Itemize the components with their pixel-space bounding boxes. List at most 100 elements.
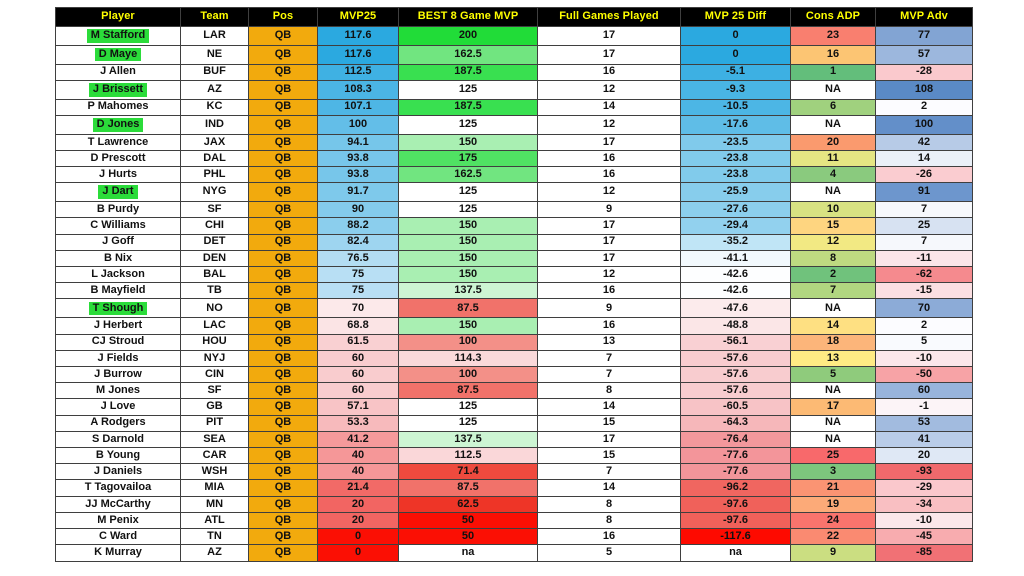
cell-mvp25[interactable]: 0 (317, 544, 399, 562)
cell-team[interactable]: AZ (180, 544, 249, 562)
cell-pos[interactable]: QB (248, 182, 318, 203)
cell-mvp-adv[interactable]: 42 (875, 133, 973, 151)
cell-best-8-game-mvp[interactable]: 137.5 (398, 282, 538, 300)
cell-pos[interactable]: QB (248, 114, 318, 135)
cell-mvp25[interactable]: 108.3 (317, 79, 399, 100)
cell-best-8-game-mvp[interactable]: 125 (398, 114, 538, 135)
cell-best-8-game-mvp[interactable]: 50 (398, 511, 538, 530)
cell-mvp-25-diff[interactable]: -48.8 (680, 317, 791, 335)
cell-team[interactable]: PIT (180, 414, 249, 432)
cell-full-games-played[interactable]: 14 (537, 398, 681, 416)
cell-player[interactable]: D Jones (55, 114, 181, 135)
cell-mvp-25-diff[interactable]: 0 (680, 44, 791, 65)
cell-mvp25[interactable]: 76.5 (317, 249, 399, 268)
cell-team[interactable]: MIA (180, 479, 249, 497)
cell-best-8-game-mvp[interactable]: na (398, 544, 538, 562)
cell-player[interactable]: B Mayfield (55, 282, 181, 300)
cell-full-games-played[interactable]: 16 (537, 528, 681, 546)
cell-pos[interactable]: QB (248, 365, 318, 384)
cell-pos[interactable]: QB (248, 98, 318, 116)
cell-full-games-played[interactable]: 16 (537, 317, 681, 335)
cell-mvp-25-diff[interactable]: -23.8 (680, 166, 791, 184)
cell-mvp25[interactable]: 107.1 (317, 98, 399, 116)
cell-team[interactable]: TN (180, 528, 249, 546)
cell-full-games-played[interactable]: 17 (537, 430, 681, 449)
cell-player[interactable]: M Jones (55, 382, 181, 400)
cell-player[interactable]: J Brissett (55, 79, 181, 100)
cell-mvp-adv[interactable]: -45 (875, 528, 973, 546)
cell-best-8-game-mvp[interactable]: 150 (398, 317, 538, 335)
cell-mvp25[interactable]: 60 (317, 382, 399, 400)
cell-mvp25[interactable]: 91.7 (317, 182, 399, 203)
cell-mvp-25-diff[interactable]: -97.6 (680, 511, 791, 530)
cell-cons-adp[interactable]: NA (790, 79, 876, 100)
cell-cons-adp[interactable]: 14 (790, 317, 876, 335)
cell-pos[interactable]: QB (248, 298, 318, 319)
cell-player[interactable]: J Burrow (55, 365, 181, 384)
cell-full-games-played[interactable]: 8 (537, 511, 681, 530)
cell-full-games-played[interactable]: 12 (537, 182, 681, 203)
cell-best-8-game-mvp[interactable]: 50 (398, 528, 538, 546)
cell-mvp-adv[interactable]: 100 (875, 114, 973, 135)
cell-team[interactable]: SEA (180, 430, 249, 449)
cell-team[interactable]: CIN (180, 365, 249, 384)
cell-cons-adp[interactable]: 10 (790, 201, 876, 219)
cell-cons-adp[interactable]: 8 (790, 249, 876, 268)
cell-mvp-25-diff[interactable]: 0 (680, 26, 791, 46)
cell-player[interactable]: J Allen (55, 63, 181, 81)
cell-mvp25[interactable]: 82.4 (317, 233, 399, 251)
cell-mvp-25-diff[interactable]: -77.6 (680, 447, 791, 465)
cell-team[interactable]: SF (180, 382, 249, 400)
cell-cons-adp[interactable]: 25 (790, 447, 876, 465)
column-header-full-games-played[interactable]: Full Games Played (537, 7, 681, 27)
cell-full-games-played[interactable]: 14 (537, 98, 681, 116)
cell-mvp25[interactable]: 100 (317, 114, 399, 135)
cell-player[interactable]: P Mahomes (55, 98, 181, 116)
cell-full-games-played[interactable]: 7 (537, 463, 681, 481)
cell-best-8-game-mvp[interactable]: 150 (398, 266, 538, 284)
cell-mvp-adv[interactable]: -29 (875, 479, 973, 497)
cell-best-8-game-mvp[interactable]: 150 (398, 249, 538, 268)
cell-mvp-adv[interactable]: -10 (875, 511, 973, 530)
cell-pos[interactable]: QB (248, 511, 318, 530)
cell-best-8-game-mvp[interactable]: 125 (398, 201, 538, 219)
cell-player[interactable]: T Tagovailoa (55, 479, 181, 497)
cell-player[interactable]: M Stafford (55, 26, 181, 46)
cell-pos[interactable]: QB (248, 233, 318, 251)
cell-best-8-game-mvp[interactable]: 150 (398, 217, 538, 235)
cell-best-8-game-mvp[interactable]: 125 (398, 79, 538, 100)
cell-best-8-game-mvp[interactable]: 87.5 (398, 479, 538, 497)
cell-mvp25[interactable]: 61.5 (317, 333, 399, 351)
cell-cons-adp[interactable]: 16 (790, 44, 876, 65)
cell-mvp25[interactable]: 53.3 (317, 414, 399, 432)
cell-team[interactable]: DET (180, 233, 249, 251)
cell-mvp25[interactable]: 60 (317, 349, 399, 367)
cell-best-8-game-mvp[interactable]: 114.3 (398, 349, 538, 367)
cell-mvp25[interactable]: 94.1 (317, 133, 399, 151)
cell-best-8-game-mvp[interactable]: 125 (398, 398, 538, 416)
column-header-mvp-adv[interactable]: MVP Adv (875, 7, 973, 27)
cell-pos[interactable]: QB (248, 544, 318, 562)
cell-full-games-played[interactable]: 16 (537, 149, 681, 168)
column-header-player[interactable]: Player (55, 7, 181, 27)
cell-mvp25[interactable]: 20 (317, 511, 399, 530)
cell-player[interactable]: L Jackson (55, 266, 181, 284)
cell-pos[interactable]: QB (248, 133, 318, 151)
cell-full-games-played[interactable]: 8 (537, 382, 681, 400)
cell-pos[interactable]: QB (248, 201, 318, 219)
cell-best-8-game-mvp[interactable]: 71.4 (398, 463, 538, 481)
cell-team[interactable]: LAR (180, 26, 249, 46)
cell-mvp-adv[interactable]: 77 (875, 26, 973, 46)
cell-cons-adp[interactable]: 17 (790, 398, 876, 416)
cell-full-games-played[interactable]: 17 (537, 44, 681, 65)
cell-cons-adp[interactable]: NA (790, 114, 876, 135)
cell-player[interactable]: JJ McCarthy (55, 495, 181, 513)
cell-mvp-adv[interactable]: 5 (875, 333, 973, 351)
cell-team[interactable]: SF (180, 201, 249, 219)
cell-player[interactable]: CJ Stroud (55, 333, 181, 351)
cell-mvp-25-diff[interactable]: -9.3 (680, 79, 791, 100)
cell-best-8-game-mvp[interactable]: 200 (398, 26, 538, 46)
cell-pos[interactable]: QB (248, 495, 318, 513)
cell-mvp25[interactable]: 93.8 (317, 149, 399, 168)
cell-mvp25[interactable]: 40 (317, 463, 399, 481)
